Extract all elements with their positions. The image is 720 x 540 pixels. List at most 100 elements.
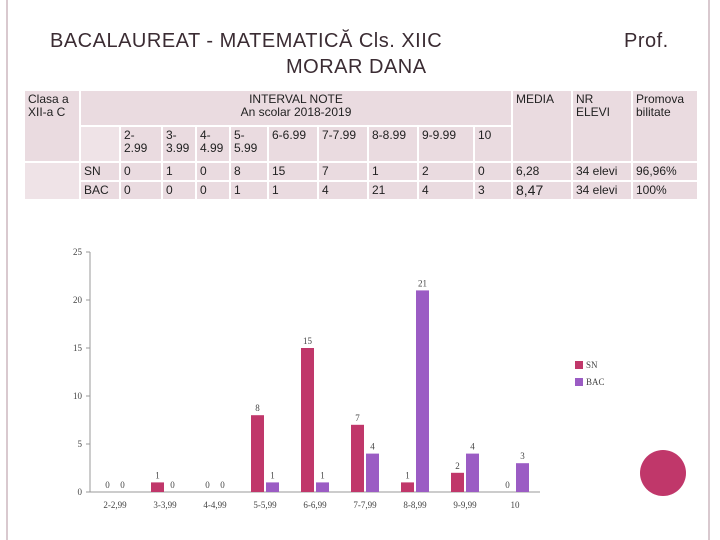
value-cell: 1: [163, 163, 195, 180]
interval-cell: 8-8.99: [369, 127, 417, 161]
interval-row: 2-2.99 3-3.99 4-4.99 5-5.99 6-6.99 7-7.9…: [25, 127, 697, 161]
interval-cell: 3-3.99: [163, 127, 195, 161]
media-cell: 8,47: [513, 182, 571, 199]
promovabilitate-cell: 100%: [633, 182, 697, 199]
legend-label: SN: [586, 360, 598, 370]
data-label: 2: [455, 461, 460, 471]
table-row: SN 0 1 0 8 15 7 1 2 0 6,28 34 elevi 96,9…: [25, 163, 697, 199]
decorative-circle: [640, 450, 686, 496]
data-label: 8: [255, 403, 260, 413]
grades-table: Clasa a XII-a C INTERVAL NOTE An scolar …: [23, 89, 699, 201]
data-label: 21: [418, 278, 427, 288]
right-border-line: [708, 0, 710, 540]
value-cell: 1: [231, 182, 267, 199]
interval-cell: 4-4.99: [197, 127, 229, 161]
interval-cell: 9-9.99: [419, 127, 473, 161]
x-tick-label: 3-3,99: [153, 500, 177, 510]
value-cell: 1: [269, 182, 317, 199]
x-tick-label: 4-4,99: [203, 500, 227, 510]
y-tick-label: 15: [73, 343, 83, 353]
data-label: 1: [155, 470, 160, 480]
x-tick-label: 10: [511, 500, 521, 510]
table-header-row: Clasa a XII-a C INTERVAL NOTE An scolar …: [25, 91, 697, 161]
data-label: 1: [320, 470, 325, 480]
data-label: 0: [170, 480, 175, 490]
value-cell: 15: [269, 163, 317, 180]
title-line-1: BACALAUREAT - MATEMATICĂ Cls. XIIC: [50, 30, 443, 52]
bar-bac: [516, 463, 529, 492]
value-cell: 0: [163, 182, 195, 199]
data-label: 4: [370, 442, 375, 452]
media-cell: 6,28: [513, 163, 571, 180]
bar-sn: [401, 482, 414, 492]
value-cell: 7: [319, 163, 367, 180]
y-tick-label: 5: [78, 439, 83, 449]
data-label: 7: [355, 413, 360, 423]
legend-swatch-bac: [575, 378, 583, 386]
data-label: 1: [405, 470, 410, 480]
class-label-cell: Clasa a XII-a C: [25, 91, 79, 161]
x-tick-label: 8-8,99: [403, 500, 427, 510]
table-row: BAC 0 0 0 1 1 4 21 4 3 8,47 34 elevi 100…: [25, 182, 697, 199]
data-label: 15: [303, 336, 313, 346]
interval-label: INTERVAL NOTE: [249, 92, 343, 106]
bar-sn: [351, 424, 364, 492]
year-label: An scolar 2018-2019: [240, 105, 352, 119]
x-tick-label: 6-6,99: [303, 500, 327, 510]
row-name-empty-cell: [81, 127, 119, 161]
media-header: MEDIA: [513, 91, 571, 161]
prof-label: Prof.: [624, 30, 669, 52]
bar-sn: [451, 472, 464, 492]
value-cell: 0: [197, 182, 229, 199]
x-tick-label: 5-5,99: [253, 500, 277, 510]
legend-swatch-sn: [575, 361, 583, 369]
value-cell: 1: [369, 163, 417, 180]
nr-elevi-cell: 34 elevi: [573, 182, 631, 199]
data-label: 0: [120, 480, 125, 490]
promovabilitate-header: Promova bilitate: [633, 91, 697, 161]
value-cell: 0: [121, 182, 161, 199]
x-tick-label: 7-7,99: [353, 500, 377, 510]
value-cell: 8: [231, 163, 267, 180]
value-cell: 4: [319, 182, 367, 199]
data-label: 1: [270, 470, 275, 480]
data-label: 3: [520, 451, 525, 461]
data-label: 4: [470, 442, 475, 452]
title-line-2: MORAR DANA: [286, 56, 427, 78]
bar-sn: [151, 482, 164, 492]
data-label: 0: [105, 480, 110, 490]
bar-sn: [251, 415, 264, 492]
interval-cell: 7-7.99: [319, 127, 367, 161]
y-tick-label: 25: [73, 247, 83, 257]
data-label: 0: [205, 480, 210, 490]
legend-label: BAC: [586, 377, 605, 387]
x-tick-label: 9-9,99: [453, 500, 477, 510]
bar-bac: [316, 482, 329, 492]
class-empty-cell: [25, 163, 79, 199]
row-name: BAC: [81, 182, 119, 199]
interval-cell: 10: [475, 127, 511, 161]
value-cell: 4: [419, 182, 473, 199]
value-cell: 2: [419, 163, 473, 180]
y-tick-label: 20: [73, 295, 83, 305]
x-tick-label: 2-2,99: [103, 500, 127, 510]
value-cell: 0: [121, 163, 161, 180]
nr-elevi-cell: 34 elevi: [573, 163, 631, 180]
data-label: 0: [505, 480, 510, 490]
nr-elevi-header: NR ELEVI: [573, 91, 631, 161]
promovabilitate-cell: 96,96%: [633, 163, 697, 180]
bar-bac: [366, 453, 379, 492]
value-cell: 3: [475, 182, 511, 199]
y-tick-label: 10: [73, 391, 83, 401]
interval-header-cell: INTERVAL NOTE An scolar 2018-2019: [81, 91, 511, 125]
value-cell: 0: [475, 163, 511, 180]
interval-cell: 5-5.99: [231, 127, 267, 161]
bar-bac: [466, 453, 479, 492]
interval-cell: 6-6.99: [269, 127, 317, 161]
bar-sn: [301, 348, 314, 492]
value-cell: 21: [369, 182, 417, 199]
interval-cell: 2-2.99: [121, 127, 161, 161]
value-cell: 0: [197, 163, 229, 180]
left-border-line: [6, 0, 8, 540]
